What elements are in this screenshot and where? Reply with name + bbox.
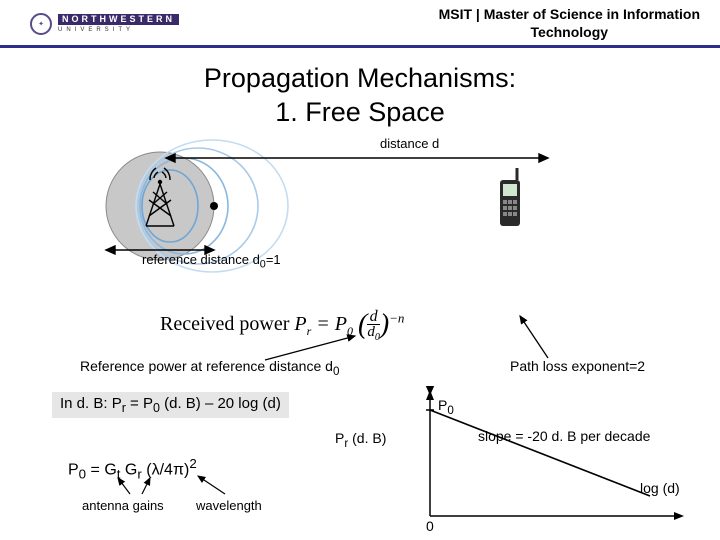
university-wordmark: NORTHWESTERN UNIVERSITY [58, 14, 179, 33]
arrow-to-lambda [198, 476, 225, 494]
graph-slope-label: slope = -20 d. B per decade [478, 428, 650, 444]
arrow-to-exponent [520, 316, 548, 358]
university-name-bottom: UNIVERSITY [58, 25, 179, 33]
antenna-gains-label: antenna gains [82, 498, 164, 513]
graph-y-arrowhead [426, 390, 434, 400]
propagation-diagram: distance d reference distance d0=1 [0, 136, 720, 266]
graph-origin-label: 0 [426, 518, 434, 534]
diagram-svg [0, 136, 720, 276]
reference-point-dot [210, 202, 218, 210]
wavelength-label: wavelength [196, 498, 262, 513]
slide-title: Propagation Mechanisms: 1. Free Space [0, 62, 720, 130]
slide-header: ✦ NORTHWESTERN UNIVERSITY MSIT | Master … [0, 0, 720, 48]
graph-x-arrowhead [674, 512, 684, 520]
graph-x-label: log (d) [640, 480, 680, 496]
graph-slope-line [430, 410, 650, 496]
program-line-2: Technology [439, 24, 700, 42]
formula-prefix: Received power [160, 313, 294, 335]
path-loss-label: Path loss exponent=2 [510, 358, 645, 374]
distance-label: distance d [380, 136, 439, 151]
university-seal-icon: ✦ [30, 13, 52, 35]
title-line-2: 1. Free Space [0, 96, 720, 130]
formula-expr: Pr = P0 (dd0)−n [294, 313, 404, 335]
title-line-1: Propagation Mechanisms: [0, 62, 720, 96]
graph-y-label: Pr (d. B) [335, 430, 386, 450]
db-equation-box: In d. B: Pr = P0 (d. B) – 20 log (d) [52, 392, 289, 418]
program-title: MSIT | Master of Science in Information … [439, 6, 700, 41]
graph-p0-label: P0 [438, 397, 454, 417]
distance-arrow [166, 154, 548, 162]
program-line-1: MSIT | Master of Science in Information [439, 6, 700, 24]
reference-distance-label: reference distance d0=1 [142, 252, 281, 271]
reference-power-label: Reference power at reference distance d0 [80, 358, 339, 378]
university-logo: ✦ NORTHWESTERN UNIVERSITY [30, 13, 179, 35]
university-name-top: NORTHWESTERN [58, 14, 179, 25]
phone-icon [500, 168, 520, 226]
p0-equation: P0 = Gt Gr (λ/4π)2 [68, 456, 197, 482]
received-power-formula: Received power Pr = P0 (dd0)−n [160, 306, 404, 342]
